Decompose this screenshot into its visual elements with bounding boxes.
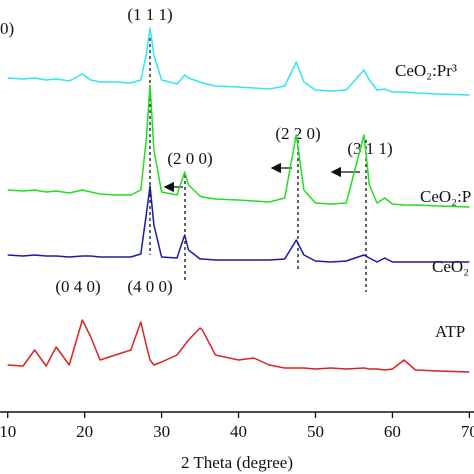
x-tick-label: 60: [384, 422, 401, 441]
x-tick-label: 50: [307, 422, 324, 441]
peak-label: (2 0 0): [167, 149, 212, 168]
x-tick-label: 40: [230, 422, 247, 441]
series-label: ATP: [435, 322, 465, 341]
annotation-layer: 0) (1 1 1) (2 0 0) (2 2 0) (3 1 1) (0 4 …: [0, 5, 393, 296]
peak-label: (1 1 1): [127, 5, 172, 24]
peak-label: (4 0 0): [127, 277, 172, 296]
series-label: CeO₂:P: [420, 187, 471, 206]
data-line: [7, 185, 470, 263]
peak-label: (0 4 0): [55, 277, 100, 296]
peak-label: (3 1 1): [347, 139, 392, 158]
x-tick-label: 30: [153, 422, 170, 441]
data-line: [7, 319, 470, 373]
series-label: CeO₂: [432, 257, 469, 276]
series-label: CeO₂:Pr³: [395, 61, 457, 80]
data-line: [7, 84, 470, 208]
x-axis-label: 2 Theta (degree): [181, 453, 293, 472]
x-tick-label: 20: [76, 422, 93, 441]
data-line: [7, 27, 470, 96]
x-tick-label: 10: [0, 422, 16, 441]
x-tick-label: 70: [461, 422, 474, 441]
peak-label: (2 2 0): [275, 124, 320, 143]
peak-label: 0): [0, 19, 14, 38]
